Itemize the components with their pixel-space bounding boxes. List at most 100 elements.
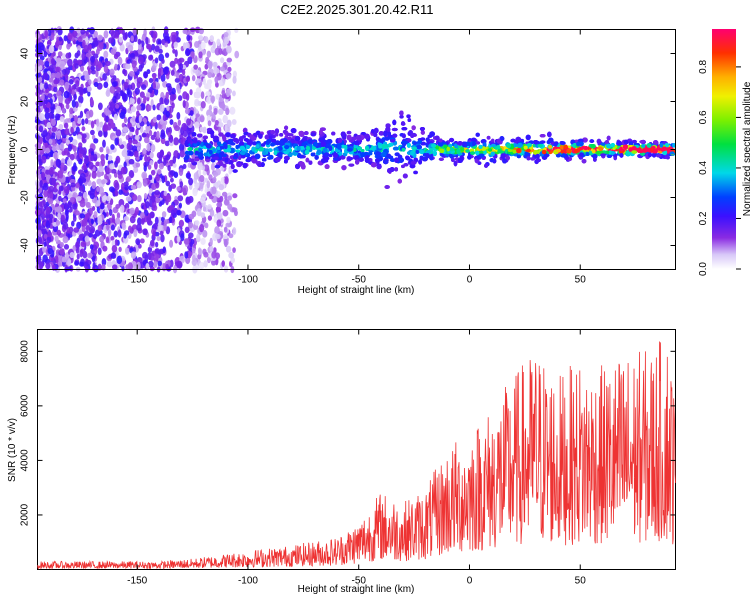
spectrogram-cell <box>88 79 92 86</box>
spectrogram-cell <box>50 34 55 41</box>
spectrogram-cell <box>38 174 42 181</box>
spectrogram-cell <box>115 203 121 209</box>
spectrogram-cell <box>129 53 135 58</box>
spectrogram-cell <box>76 45 81 51</box>
spectrogram-cell <box>90 55 96 63</box>
spectrogram-cell <box>129 216 136 224</box>
spectrogram-cell <box>90 99 95 107</box>
spectrogram-cell <box>314 154 319 160</box>
spectrogram-cell <box>157 224 163 232</box>
spectrogram-cell <box>198 51 203 59</box>
spectrogram-cell <box>157 67 162 74</box>
spectrogram-cell <box>106 260 113 268</box>
spectrogram-cell <box>154 189 160 196</box>
spectrogram-cell <box>69 252 75 259</box>
spectrogram-cell <box>149 211 155 219</box>
spectrogram-cell <box>76 196 82 202</box>
spectrogram-cell <box>232 247 236 253</box>
spectrogram-cell <box>156 236 161 242</box>
spectrogram-cell <box>143 192 148 200</box>
spectrogram-cell <box>144 154 148 163</box>
spectrogram-cell <box>64 81 70 91</box>
spectrogram-cell <box>97 60 102 69</box>
spectrogram-cell <box>126 88 130 96</box>
spectrogram-cell <box>76 50 81 57</box>
spectrogram-cell <box>58 36 63 42</box>
spectrogram-cell <box>223 199 230 206</box>
spectrogram-cell <box>210 162 216 171</box>
spectrogram-cell <box>91 205 96 211</box>
spectrogram-cell <box>164 140 170 147</box>
spectrogram-cell <box>48 138 53 145</box>
spectrogram-cell <box>151 64 157 72</box>
spectrogram-cell <box>196 208 202 217</box>
spectrogram-cell <box>101 258 107 266</box>
spectrogram-cell <box>57 212 61 220</box>
spectrogram-cell <box>72 145 77 152</box>
spectrogram-cell <box>79 200 86 208</box>
spectrogram-cell <box>200 101 206 109</box>
spectrogram-cell <box>117 174 123 180</box>
spectrogram-cell <box>172 155 177 164</box>
spectrogram-cell <box>110 235 115 241</box>
spectrogram-cell <box>174 49 178 58</box>
spectrogram-cell <box>125 247 130 255</box>
spectrogram-cell <box>187 56 193 65</box>
spectrogram-cell <box>148 78 154 83</box>
spectrogram-cell <box>162 246 167 254</box>
spectrogram-cell <box>348 163 355 167</box>
spectrogram-cell <box>150 99 154 108</box>
spectrogram-cell <box>127 108 131 114</box>
spectrogram-cell <box>165 91 169 100</box>
spectrogram-cell <box>200 212 206 218</box>
spectrogram-cell <box>133 229 138 238</box>
spectrogram-cell <box>71 120 76 129</box>
spectrogram-cell <box>192 254 196 262</box>
spectrogram-cell <box>227 203 233 210</box>
spectrogram-cell <box>35 180 41 190</box>
spectrogram-cell <box>97 215 103 224</box>
spectrogram-cell <box>197 35 204 41</box>
spectrogram-cell <box>153 161 158 170</box>
spectrogram-cell <box>81 118 85 126</box>
spectrogram-cell <box>183 238 190 245</box>
spectrogram-cell <box>186 126 192 135</box>
spectrogram-cell <box>106 148 110 155</box>
spectrogram-cell <box>133 150 139 158</box>
spectrogram-cell <box>105 167 110 175</box>
spectrogram-cell <box>197 247 202 256</box>
spectrogram-cell <box>184 251 189 259</box>
spectrogram-cell <box>134 87 140 95</box>
spectrogram-cell <box>40 206 45 215</box>
spectrogram-cell <box>55 72 62 79</box>
spectrogram-cell <box>137 47 143 55</box>
spectrogram-cell <box>216 38 221 47</box>
spectrogram-cell <box>75 241 80 249</box>
spectrogram-cell <box>115 155 121 164</box>
spectrogram-cell <box>143 71 148 79</box>
spectrogram-cell <box>121 149 128 158</box>
spectrogram-cell <box>143 95 147 104</box>
spectrogram-cell <box>53 86 58 93</box>
spectrogram-cell <box>72 165 78 172</box>
spectrogram-cell <box>217 108 224 115</box>
spectrogram-cell <box>109 68 115 76</box>
spectrogram-cell <box>90 120 95 129</box>
spectrogram-cell <box>91 255 96 263</box>
spectrogram-cell <box>101 179 106 185</box>
spectrogram-cell <box>41 92 45 101</box>
spectrogram-cell <box>48 198 54 205</box>
spectrogram-cell <box>188 177 194 186</box>
spectrogram-cell <box>67 151 71 158</box>
spectrogram-cell <box>179 181 184 188</box>
spectrogram-cell <box>72 215 77 222</box>
spectrogram-cell <box>113 113 118 121</box>
spectrogram-cell <box>50 58 56 65</box>
spectrogram-cell <box>198 27 204 35</box>
spectrogram-cell <box>114 182 120 191</box>
spectrogram-cell <box>177 88 181 94</box>
spectrogram-cell <box>146 121 150 127</box>
spectrogram-cell <box>203 164 210 172</box>
spectrogram-cell <box>102 194 108 200</box>
spectrogram-cell <box>39 180 43 188</box>
